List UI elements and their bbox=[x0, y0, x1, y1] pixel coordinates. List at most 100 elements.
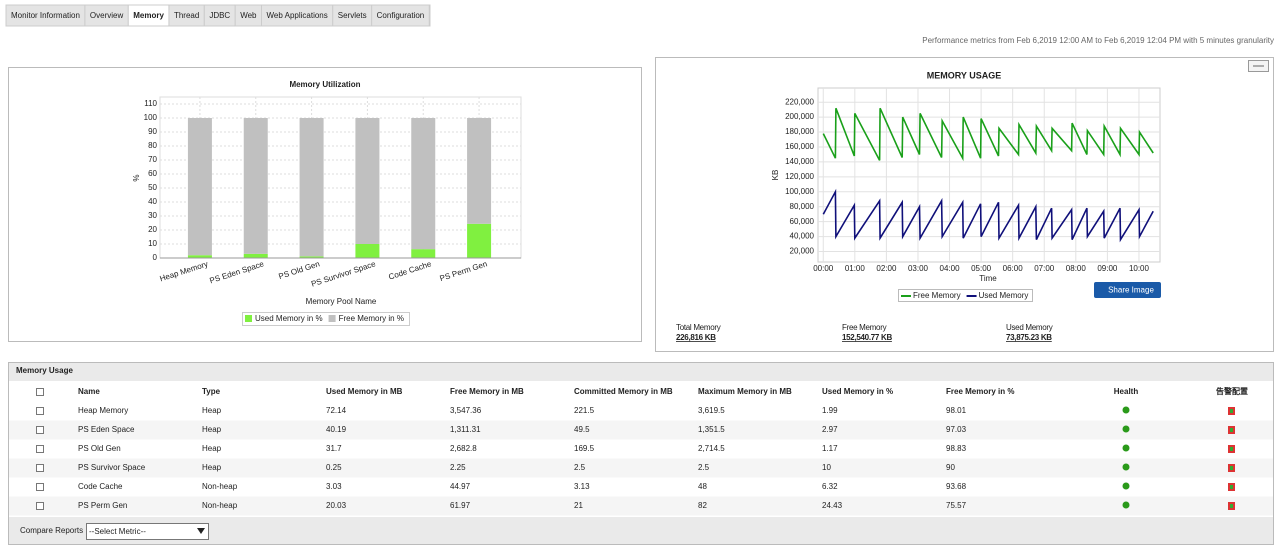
y-tick-label: 70 bbox=[148, 155, 157, 164]
table-row bbox=[9, 458, 1273, 478]
x-axis-title: Time bbox=[979, 274, 997, 283]
checkbox[interactable] bbox=[36, 464, 44, 472]
metric-select[interactable] bbox=[86, 523, 209, 540]
table-cell: 1.17 bbox=[822, 444, 838, 453]
y-tick-label: 100 bbox=[144, 113, 158, 122]
bar-segment bbox=[467, 118, 492, 224]
table-cell: 2.25 bbox=[450, 463, 466, 472]
table-cell: Heap Memory bbox=[78, 406, 128, 415]
table-row bbox=[9, 439, 1273, 459]
table-cell: 75.57 bbox=[946, 501, 967, 510]
summary-label: Used Memory bbox=[1006, 323, 1053, 332]
bar-segment bbox=[243, 118, 268, 254]
table-header-band bbox=[9, 363, 1273, 381]
table-cell: 93.68 bbox=[946, 482, 967, 491]
column-header: Free Memory in MB bbox=[450, 387, 524, 396]
tab[interactable] bbox=[371, 4, 430, 27]
y-tick-label: 180,000 bbox=[785, 127, 814, 136]
y-tick-label: 20,000 bbox=[790, 247, 815, 256]
table-cell: 0.25 bbox=[326, 463, 342, 472]
tab-label: Monitor Information bbox=[11, 11, 80, 20]
table-cell: 6.32 bbox=[822, 482, 838, 491]
column-header: Type bbox=[202, 387, 221, 396]
x-tick-label: 07:00 bbox=[1034, 264, 1055, 273]
table-cell: 2.5 bbox=[574, 463, 586, 472]
table-cell: 98.83 bbox=[946, 444, 967, 453]
x-tick-label: 03:00 bbox=[908, 264, 929, 273]
y-tick-label: 30 bbox=[148, 211, 157, 220]
table-cell: 2.97 bbox=[822, 425, 838, 434]
table-cell: Heap bbox=[202, 406, 222, 415]
metric-select-text: --Select Metric-- bbox=[89, 527, 146, 536]
bar-segment bbox=[411, 249, 436, 258]
y-tick-label: 80 bbox=[148, 141, 157, 150]
summary-value: 152,540.77 KB bbox=[842, 333, 892, 342]
bar-segment bbox=[299, 118, 324, 257]
alarm-config-icon-inner bbox=[1230, 504, 1233, 508]
table-cell: 2.5 bbox=[698, 463, 710, 472]
table-cell: 49.5 bbox=[574, 425, 590, 434]
table-cell: PS Old Gen bbox=[78, 444, 121, 453]
x-tick-label: 04:00 bbox=[940, 264, 961, 273]
table-cell: 10 bbox=[822, 463, 831, 472]
checkbox[interactable] bbox=[36, 407, 44, 415]
y-tick-label: 90 bbox=[148, 127, 157, 136]
x-tick-label: 05:00 bbox=[971, 264, 992, 273]
table-cell: Heap bbox=[202, 444, 222, 453]
table-cell: 90 bbox=[946, 463, 955, 472]
health-indicator bbox=[1122, 501, 1130, 509]
x-axis-title: Memory Pool Name bbox=[306, 297, 377, 306]
table-cell: PS Survivor Space bbox=[78, 463, 146, 472]
share-button[interactable] bbox=[1094, 282, 1161, 298]
plot-area bbox=[159, 96, 522, 259]
legend-swatch bbox=[245, 315, 252, 322]
tab-label: Web Applications bbox=[267, 11, 328, 20]
x-tick-label: 06:00 bbox=[1003, 264, 1024, 273]
bar-segment bbox=[467, 223, 492, 258]
table-cell: 97.03 bbox=[946, 425, 967, 434]
table-cell: 3,547.36 bbox=[450, 406, 482, 415]
y-tick-label: 140,000 bbox=[785, 157, 814, 166]
table-cell: 40.19 bbox=[326, 425, 347, 434]
table-cell: 48 bbox=[698, 482, 707, 491]
checkbox[interactable] bbox=[36, 502, 44, 510]
y-axis-title: % bbox=[132, 174, 141, 181]
checkbox[interactable] bbox=[36, 426, 44, 434]
chart-title: Memory Utilization bbox=[289, 80, 360, 89]
table-cell: 3.03 bbox=[326, 482, 342, 491]
table-cell: Heap bbox=[202, 425, 222, 434]
bar-segment bbox=[187, 118, 212, 256]
table-row bbox=[9, 420, 1273, 440]
table-cell: 3,619.5 bbox=[698, 406, 725, 415]
health-indicator bbox=[1122, 425, 1130, 433]
share-button-text: Share Image bbox=[1108, 286, 1154, 295]
column-header: Used Memory in % bbox=[822, 387, 893, 396]
select-arrow bbox=[197, 528, 205, 534]
y-tick-label: 120,000 bbox=[785, 172, 814, 181]
table-cell: PS Perm Gen bbox=[78, 501, 127, 510]
summary-value: 73,875.23 KB bbox=[1006, 333, 1052, 342]
checkbox[interactable] bbox=[36, 483, 44, 491]
table-cell: 3.13 bbox=[574, 482, 590, 491]
table-cell: 1.99 bbox=[822, 406, 838, 415]
column-header: Maximum Memory in MB bbox=[698, 387, 792, 396]
table-cell: Non-heap bbox=[202, 501, 238, 510]
summary-label: Total Memory bbox=[676, 323, 721, 332]
checkbox[interactable] bbox=[36, 388, 44, 396]
y-tick-label: 10 bbox=[148, 239, 157, 248]
alarm-config-icon-inner bbox=[1230, 447, 1233, 451]
checkbox[interactable] bbox=[36, 445, 44, 453]
summary-value: 226,816 KB bbox=[676, 333, 716, 342]
table-cell: 72.14 bbox=[326, 406, 347, 415]
series-line bbox=[822, 188, 1154, 243]
x-tick-label: 02:00 bbox=[876, 264, 897, 273]
table-cell: Code Cache bbox=[78, 482, 123, 491]
health-indicator bbox=[1122, 482, 1130, 490]
x-tick-label: 08:00 bbox=[1066, 264, 1087, 273]
table-title: Memory Usage bbox=[16, 366, 73, 375]
y-tick-label: 40,000 bbox=[790, 232, 815, 241]
table-cell: 98.01 bbox=[946, 406, 967, 415]
bar-segment bbox=[299, 256, 324, 258]
summary-label: Free Memory bbox=[842, 323, 887, 332]
tab-label: JDBC bbox=[209, 11, 230, 20]
